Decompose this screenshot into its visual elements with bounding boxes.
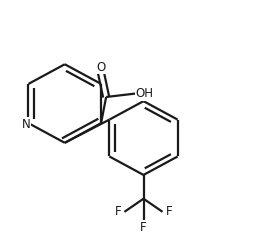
Text: F: F — [140, 221, 147, 234]
Text: F: F — [166, 205, 172, 218]
Text: F: F — [115, 205, 121, 218]
Text: O: O — [97, 61, 106, 74]
Text: N: N — [22, 118, 30, 131]
Text: OH: OH — [135, 87, 153, 100]
